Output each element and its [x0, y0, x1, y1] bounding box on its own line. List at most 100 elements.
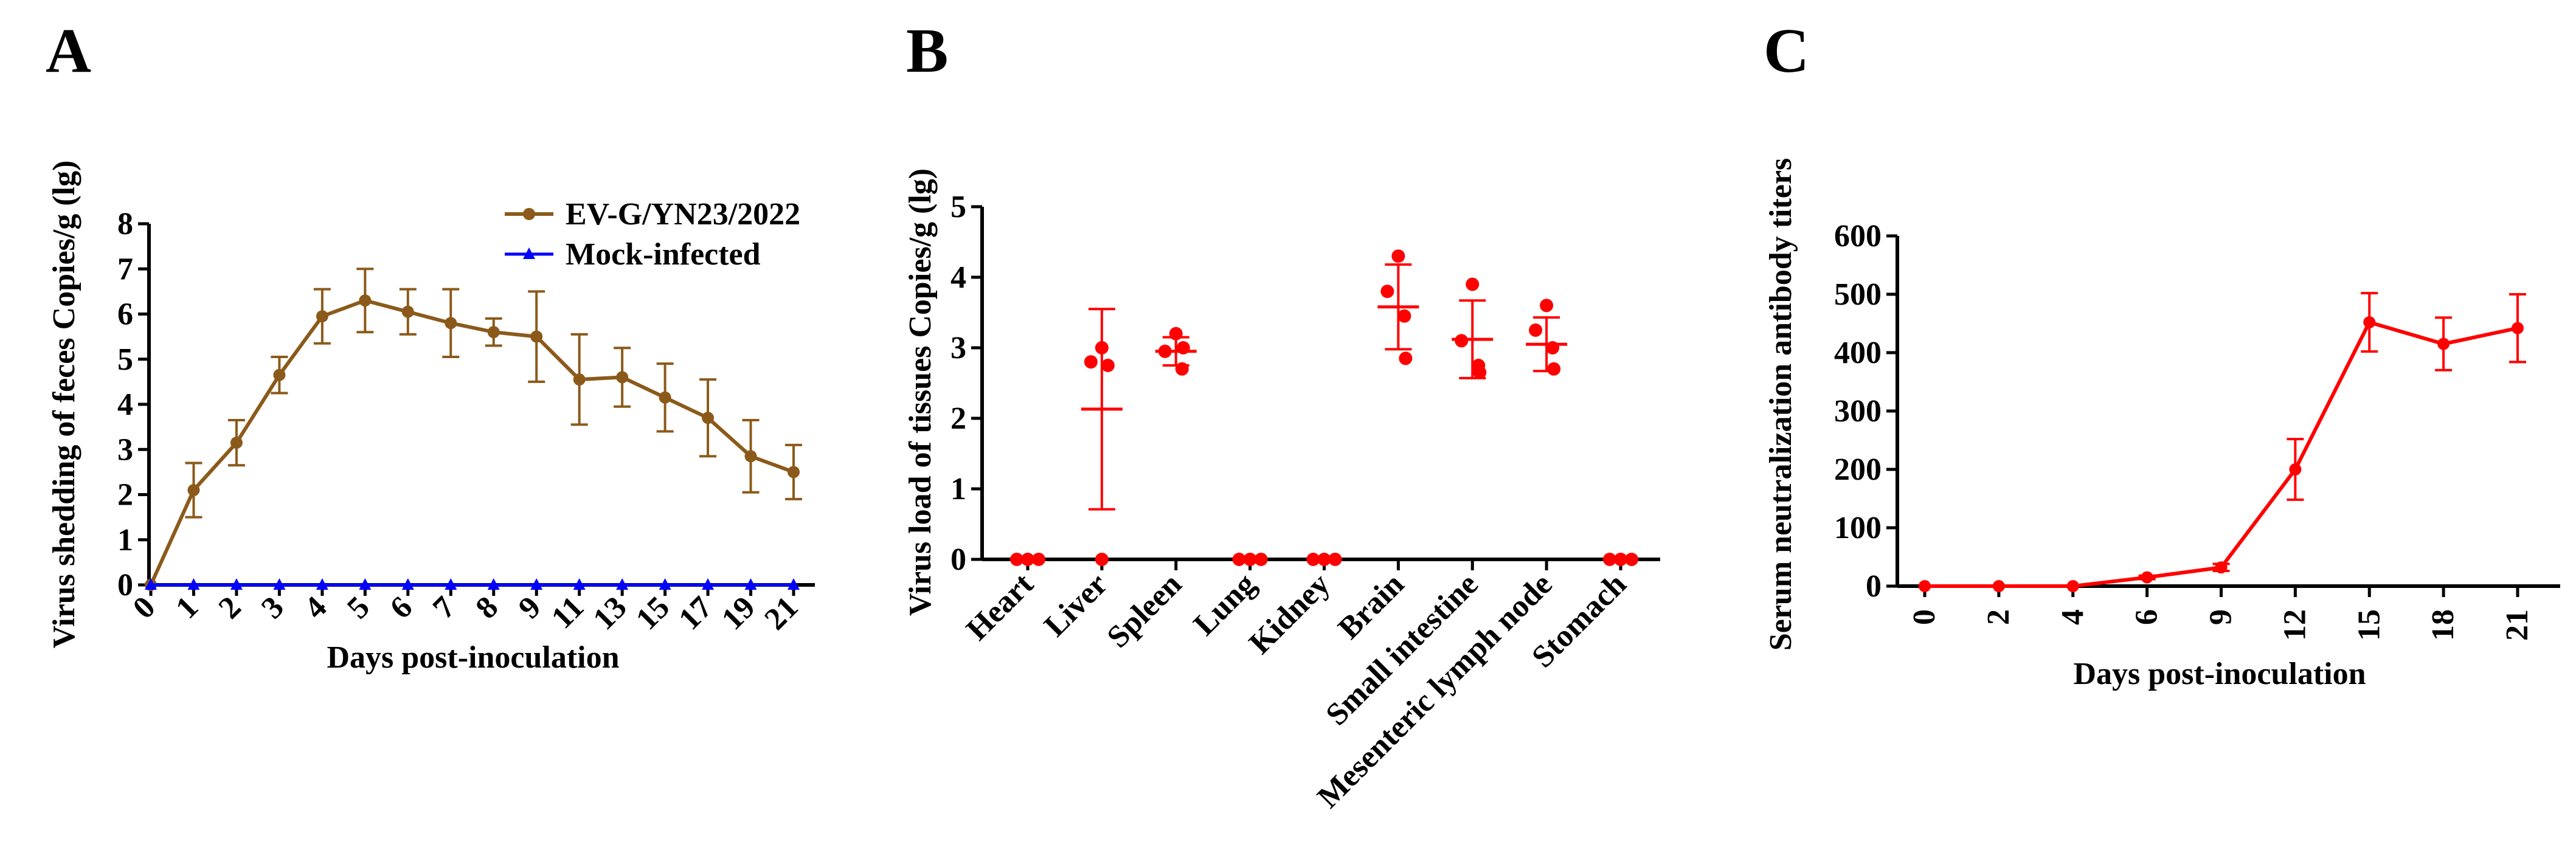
tissue-data-point: [1529, 323, 1543, 337]
x-tick-label: 0: [126, 590, 162, 626]
x-tick-label: 4: [298, 590, 334, 626]
panel-a-letter: A: [46, 16, 91, 86]
tissue-data-point: [1625, 553, 1638, 566]
x-axis-title: Days post-inoculation: [2073, 657, 2366, 691]
series-ev-g-point: [273, 368, 286, 381]
series-mock-point: [316, 578, 328, 590]
series-mock-point: [702, 578, 715, 590]
tissue-data-point: [1473, 365, 1487, 379]
x-tick-label: Kidney: [1242, 567, 1337, 661]
y-tick-label: 0: [950, 542, 966, 577]
y-tick-label: 5: [950, 190, 966, 224]
y-tick-label: 1: [117, 523, 133, 558]
series-ev-g-point: [316, 310, 328, 323]
antibody-series-point: [2141, 571, 2153, 584]
antibody-series-point: [2215, 561, 2228, 574]
y-tick-label: 2: [950, 401, 966, 436]
tissue-data-point: [1317, 553, 1331, 566]
y-tick-label: 7: [117, 252, 133, 286]
y-tick-label: 0: [117, 568, 133, 603]
y-tick-label: 100: [1834, 511, 1882, 545]
legend-ev-g-swatch-marker: [523, 208, 535, 220]
tissue-data-point: [1010, 553, 1023, 566]
series-mock-point: [744, 578, 757, 590]
x-tick-label: 3: [255, 590, 291, 626]
tissue-data-point: [1614, 553, 1627, 566]
tissue-data-point: [1095, 553, 1109, 566]
series-mock-point: [273, 578, 286, 590]
legend-ev-g-label: EV-G/YN23/2022: [566, 197, 800, 232]
x-tick-label: 6: [2130, 609, 2164, 625]
tissue-data-point: [1603, 553, 1616, 566]
series-ev-g-point: [187, 484, 200, 497]
tissue-data-point: [1032, 553, 1045, 566]
x-tick-label: 7: [426, 590, 462, 626]
y-tick-label: 4: [117, 387, 133, 422]
x-tick-label: 4: [2055, 609, 2090, 625]
x-tick-label: 1: [169, 590, 205, 626]
antibody-series-point: [2437, 337, 2450, 350]
series-ev-g-point: [530, 330, 543, 343]
y-tick-label: 600: [1834, 219, 1882, 254]
x-tick-label: 9: [512, 590, 548, 626]
series-mock-point: [530, 578, 543, 590]
x-tick-label: 11: [545, 590, 590, 635]
tissue-data-point: [1399, 351, 1413, 365]
y-tick-label: 4: [950, 260, 966, 295]
x-tick-label: 0: [1907, 609, 1942, 625]
x-tick-label: 15: [2352, 609, 2386, 641]
y-tick-label: 1: [950, 472, 966, 506]
series-ev-g-point: [702, 412, 715, 424]
y-tick-label: 8: [117, 207, 133, 241]
tissue-data-point: [1101, 359, 1115, 372]
antibody-series-point: [1919, 580, 1931, 592]
series-ev-g-point: [659, 391, 671, 404]
series-ev-g-point: [616, 371, 629, 384]
y-axis-title: Virus shedding of feces Copies/g (lg): [47, 161, 81, 649]
tissue-data-point: [1380, 285, 1394, 299]
tissue-data-point: [1391, 249, 1405, 263]
panel-b-chart: 012345HeartLiverSpleenLungKidneyBrainSma…: [903, 168, 1660, 815]
series-ev-g-point: [445, 317, 457, 330]
legend-mock-swatch-marker: [523, 247, 535, 259]
tissue-data-point: [1547, 362, 1561, 376]
panel-c-chart: 0 100 200 300 400 500 600 0 2 4 6 9 12 15 18 21 Days pos…: [1764, 158, 2560, 691]
series-mock-point: [573, 578, 586, 590]
x-tick-label: 18: [2426, 609, 2460, 641]
y-tick-label: 3: [117, 432, 133, 467]
tissue-data-point: [1084, 355, 1098, 369]
x-tick-label: 6: [384, 590, 420, 626]
tissue-data-point: [1021, 553, 1034, 566]
series-ev-g-point: [359, 294, 372, 307]
antibody-series-point: [2363, 316, 2376, 329]
series-mock-point: [487, 578, 500, 590]
tissue-data-point: [1243, 553, 1257, 566]
y-tick-label: 0: [1866, 569, 1882, 604]
series-ev-g-point: [573, 373, 586, 386]
series-ev-g-point: [487, 326, 500, 339]
x-tick-label: Spleen: [1101, 567, 1189, 655]
x-tick-label: 17: [672, 590, 719, 637]
series-mock-point: [788, 578, 800, 590]
x-tick-label: 12: [2277, 609, 2312, 641]
x-tick-label: 8: [469, 590, 505, 626]
x-tick-label: 15: [629, 590, 676, 637]
series-ev-g-point: [788, 466, 800, 479]
x-tick-label: 21: [758, 590, 805, 637]
y-axis-title: Serum neutralization antibody titers: [1764, 158, 1798, 651]
y-tick-label: 300: [1834, 394, 1882, 429]
series-mock-point: [401, 578, 414, 590]
series-ev-g-point: [744, 450, 757, 463]
series-ev-g-line: [149, 299, 795, 586]
x-tick-label: 21: [2500, 609, 2535, 641]
series-ev-g-point: [230, 437, 243, 449]
series-mock-point: [659, 578, 671, 590]
y-tick-label: 200: [1834, 452, 1882, 487]
antibody-series-point: [2066, 580, 2079, 592]
tissue-data-point: [1397, 309, 1411, 323]
tissue-data-point: [1466, 277, 1480, 291]
panel-c-letter: C: [1764, 16, 1809, 86]
x-tick-label: Heart: [960, 567, 1040, 648]
